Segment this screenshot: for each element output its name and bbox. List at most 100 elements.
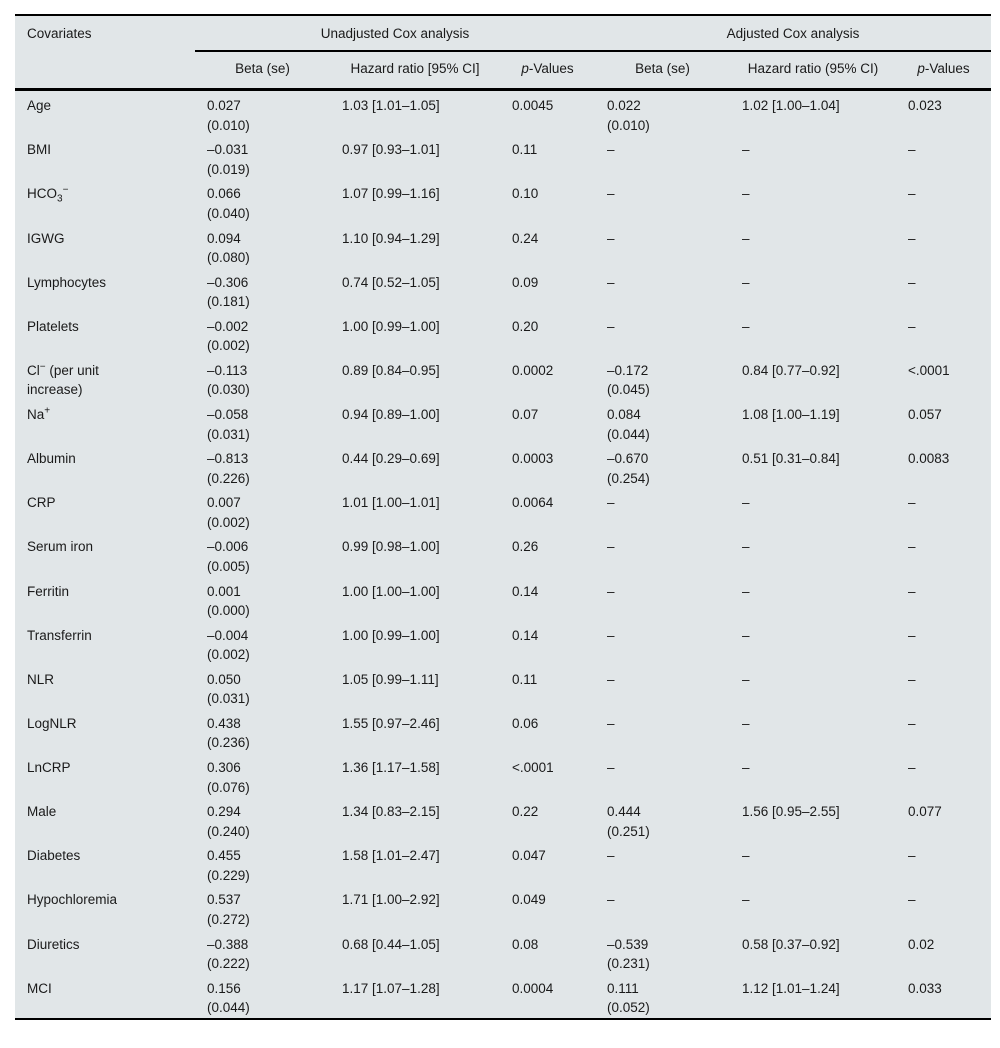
unadjusted-beta-cell: –0.113 (0.030) [207, 362, 250, 398]
unadjusted-hr-cell: 1.71 [1.00–2.92] [342, 892, 440, 908]
adjusted-beta-cell: – [607, 583, 615, 599]
unadjusted-p-cell: 0.24 [512, 230, 539, 246]
unadjusted-p-cell: <.0001 [512, 760, 554, 775]
adjusted-p-cell: 0.023 [908, 98, 942, 114]
adjusted-p-cell: – [908, 583, 916, 599]
table-row: Cl− (per unit increase) –0.113 (0.030) 0.8… [15, 356, 991, 400]
unadjusted-beta-cell: 0.537 (0.272) [207, 892, 250, 927]
table-row: Na+ –0.058 (0.031) 0.94 [0.89–1.00] 0.07 … [15, 400, 991, 444]
unadjusted-beta-cell: –0.306 (0.181) [207, 274, 250, 310]
unadjusted-hr-cell: 1.01 [1.00–1.01] [342, 495, 440, 511]
adjusted-beta-cell: – [607, 274, 615, 290]
adjusted-hr-cell: – [742, 760, 750, 775]
adjusted-p-cell: – [908, 274, 916, 290]
unadjusted-p-cell: 0.07 [512, 407, 539, 422]
sub-header-row: Beta (se) Hazard ratio [95% CI] p-Values… [15, 50, 992, 92]
covariate-cell: HCO3− [27, 184, 69, 206]
adjusted-hr-cell: 0.51 [0.31–0.84] [742, 451, 840, 467]
adjusted-beta-cell: –0.539 (0.231) [607, 936, 650, 972]
adjusted-beta-cell: – [607, 142, 615, 158]
adjusted-hr-cell: 1.56 [0.95–2.55] [742, 804, 840, 820]
table-row: Lymphocytes –0.306 (0.181) 0.74 [0.52–1.0… [15, 268, 991, 312]
adjusted-beta-cell: 0.084 (0.044) [607, 407, 650, 442]
adjusted-beta-cell: – [607, 627, 615, 643]
adjusted-beta-cell: – [607, 495, 615, 511]
adjusted-beta-cell: – [607, 230, 615, 246]
covariate-cell: Lymphocytes [27, 274, 107, 290]
unadjusted-hr-cell: 0.99 [0.98–1.00] [342, 539, 440, 555]
adjusted-p-cell: – [908, 715, 916, 731]
table-row: Diabetes 0.455 (0.229) 1.58 [1.01–2.47] 0… [15, 841, 991, 885]
covariate-cell: Transferrin [27, 627, 92, 643]
unadjusted-hr-cell: 1.00 [0.99–1.00] [342, 627, 440, 643]
adjusted-beta-cell: – [607, 671, 615, 687]
p-italic-label: p [917, 60, 925, 76]
adjusted-beta-cell: – [607, 760, 615, 775]
unadjusted-beta-cell: 0.007 (0.002) [207, 495, 250, 530]
adjusted-hr-cell: – [742, 274, 750, 290]
covariate-cell: NLR [27, 671, 55, 687]
unadjusted-hr-cell: 0.74 [0.52–1.05] [342, 274, 440, 290]
covariate-cell: Diabetes [27, 848, 81, 864]
unadjusted-hr-cell: 0.68 [0.44–1.05] [342, 936, 440, 952]
adjusted-hr-cell: 1.12 [1.01–1.24] [742, 980, 840, 996]
unadjusted-p-cell: 0.0045 [512, 98, 554, 114]
adjusted-hr-cell: – [742, 318, 750, 334]
unadjusted-hr-cell: 1.17 [1.07–1.28] [342, 980, 440, 996]
adjusted-beta-cell: 0.022 (0.010) [607, 98, 650, 133]
covariate-cell: Na+ [27, 405, 51, 422]
unadjusted-hr-cell: 0.94 [0.89–1.00] [342, 407, 440, 422]
unadjusted-p-cell: 0.047 [512, 848, 546, 864]
unadjusted-p-cell: 0.06 [512, 715, 539, 731]
unadjusted-hr-cell: 0.44 [0.29–0.69] [342, 451, 440, 467]
unadjusted-beta-cell: –0.813 (0.226) [207, 451, 250, 486]
unadjusted-p-cell: 0.14 [512, 583, 539, 599]
covariate-cell: Ferritin [27, 583, 70, 599]
adjusted-p-cell: <.0001 [908, 362, 950, 378]
table-row: Diuretics –0.388 (0.222) 0.68 [0.44–1.05]… [15, 930, 991, 974]
adjusted-hr-cell: – [742, 715, 750, 731]
table-row: Platelets –0.002 (0.002) 1.00 [0.99–1.00]… [15, 312, 991, 356]
adjusted-p-cell: – [908, 142, 916, 158]
unadjusted-p-cell: 0.0003 [512, 451, 554, 467]
unadjusted-hr-cell: 0.97 [0.93–1.01] [342, 142, 440, 158]
unadjusted-p-cell: 0.11 [512, 671, 538, 687]
unadjusted-beta-cell: 0.094 (0.080) [207, 230, 250, 266]
adjusted-p-cell: – [908, 539, 916, 555]
adjusted-hr-cell: – [742, 539, 750, 555]
covariate-cell: Hypochloremia [27, 892, 118, 908]
unadjusted-beta-cell: 0.455 (0.229) [207, 848, 250, 883]
unadjusted-p-cell: 0.11 [512, 142, 538, 158]
unadjusted-hr-cell: 1.36 [1.17–1.58] [342, 760, 440, 775]
group-header-adjusted: Adjusted Cox analysis [595, 15, 992, 52]
unadjusted-beta-label: Beta (se) [235, 60, 290, 76]
unadjusted-beta-cell: –0.004 (0.002) [207, 627, 250, 663]
unadjusted-hr-cell: 0.89 [0.84–0.95] [342, 362, 440, 378]
table-row: Male 0.294 (0.240) 1.34 [0.83–2.15] 0.22 … [15, 797, 991, 841]
column-header-unadjusted-hr: Hazard ratio [95% CI] [330, 50, 500, 92]
table-row: IGWG 0.094 (0.080) 1.10 [0.94–1.29] 0.24 … [15, 224, 991, 268]
covariate-cell: Platelets [27, 318, 79, 334]
covariate-cell: Male [27, 804, 57, 820]
adjusted-beta-cell: 0.111 (0.052) [607, 980, 650, 1016]
covariate-cell: BMI [27, 142, 52, 158]
p-italic-label: p [521, 60, 529, 76]
unadjusted-beta-cell: –0.006 (0.005) [207, 539, 250, 574]
unadjusted-beta-cell: 0.294 (0.240) [207, 804, 250, 839]
adjusted-hr-cell: – [742, 186, 750, 202]
adjusted-p-cell: 0.077 [908, 804, 942, 820]
unadjusted-hr-label: Hazard ratio [95% CI] [350, 60, 480, 76]
adjusted-p-cell: – [908, 892, 916, 908]
unadjusted-hr-cell: 1.03 [1.01–1.05] [342, 98, 440, 114]
table-row: BMI –0.031 (0.019) 0.97 [0.93–1.01] 0.11 … [15, 135, 991, 179]
adjusted-beta-cell: –0.172 (0.045) [607, 362, 650, 398]
table-row: Age 0.027 (0.010) 1.03 [1.01–1.05] 0.0045… [15, 90, 991, 136]
adjusted-p-cell: 0.02 [908, 936, 935, 952]
adjusted-hr-cell: 0.58 [0.37–0.92] [742, 936, 840, 952]
unadjusted-p-cell: 0.049 [512, 892, 546, 908]
adjusted-hr-cell: – [742, 230, 750, 246]
column-header-unadjusted-beta: Beta (se) [195, 50, 330, 92]
unadjusted-p-cell: 0.26 [512, 539, 539, 555]
unadjusted-hr-cell: 1.10 [0.94–1.29] [342, 230, 440, 246]
adjusted-hr-cell: – [742, 627, 750, 643]
